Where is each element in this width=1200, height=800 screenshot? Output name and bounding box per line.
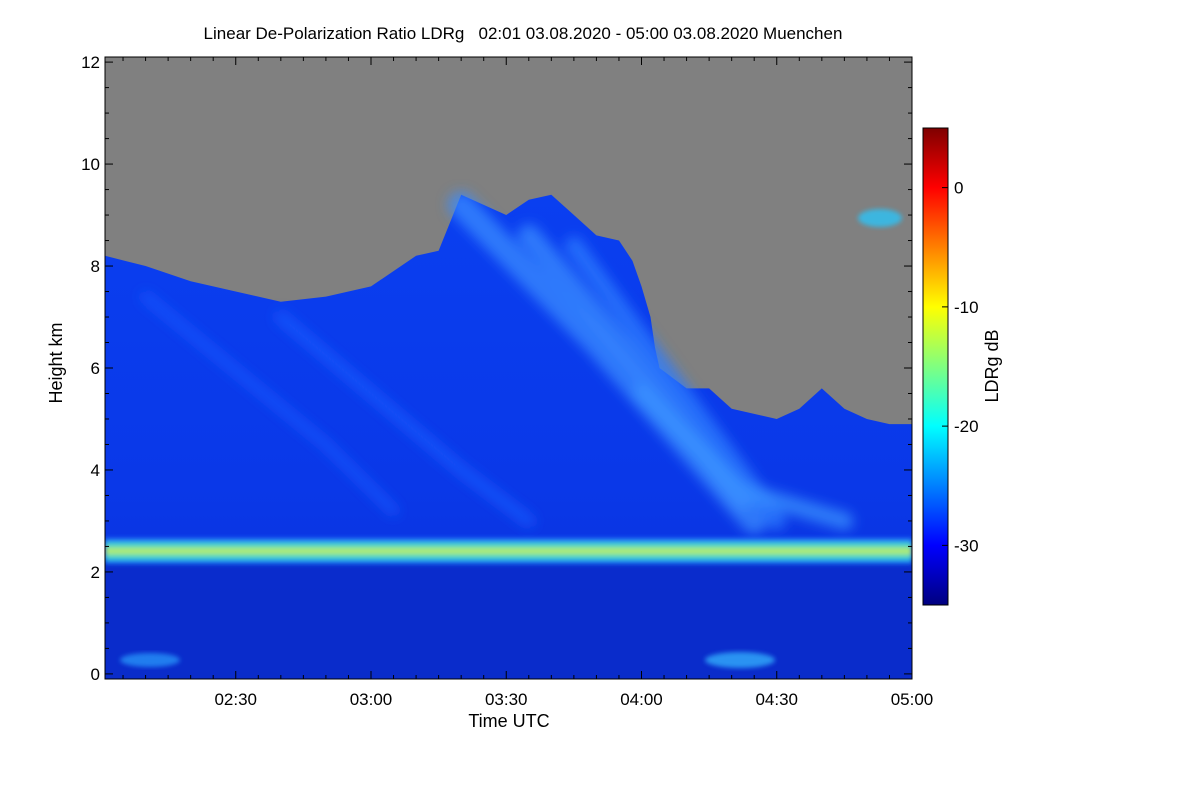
y-axis-label: Height km	[46, 322, 66, 403]
colorbar-tick-label: -30	[954, 536, 979, 555]
colorbar-tick-label: -10	[954, 298, 979, 317]
y-tick-label: 12	[81, 53, 100, 72]
plot-area	[105, 57, 912, 679]
colorbar-label: LDRg dB	[982, 329, 1002, 402]
fallstreak	[564, 236, 786, 530]
x-tick-label: 03:00	[350, 690, 393, 709]
colorbar-ticks: 0 -10 -20 -30	[942, 179, 979, 555]
y-tick-label: 4	[91, 461, 100, 480]
surface-echo-right	[705, 652, 775, 668]
y-tick-label: 2	[91, 563, 100, 582]
x-axis: 02:30 03:00 03:30 04:00 04:30 05:00	[122, 57, 934, 709]
surface-echo-left	[120, 653, 180, 667]
y-tick-label: 10	[81, 155, 100, 174]
x-tick-label: 03:30	[485, 690, 528, 709]
x-tick-label: 02:30	[214, 690, 257, 709]
cirrus-fallstreaks	[140, 191, 854, 534]
colorbar-tick-label: 0	[954, 179, 963, 198]
y-tick-label: 6	[91, 359, 100, 378]
colorbar-tick-label: -20	[954, 417, 979, 436]
x-tick-label: 04:00	[620, 690, 663, 709]
y-tick-label: 8	[91, 257, 100, 276]
sub-melting-layer	[105, 558, 912, 679]
fallstreak	[274, 311, 535, 527]
y-axis: 0 2 4 6 8 10 12	[81, 53, 912, 684]
colorbar: 0 -10 -20 -30 LDRg dB	[922, 127, 1002, 606]
melting-layer	[105, 538, 912, 564]
y-tick-label: 0	[91, 665, 100, 684]
colorbar-gradient	[922, 127, 949, 606]
x-tick-label: 05:00	[891, 690, 934, 709]
fallstreak	[632, 384, 854, 530]
x-tick-label: 04:30	[755, 690, 798, 709]
fallstreak	[140, 291, 399, 516]
cirrus-patch-top-right	[858, 209, 902, 227]
chart-title: Linear De-Polarization Ratio LDRg 02:01 …	[204, 24, 843, 43]
x-axis-label: Time UTC	[468, 711, 549, 731]
